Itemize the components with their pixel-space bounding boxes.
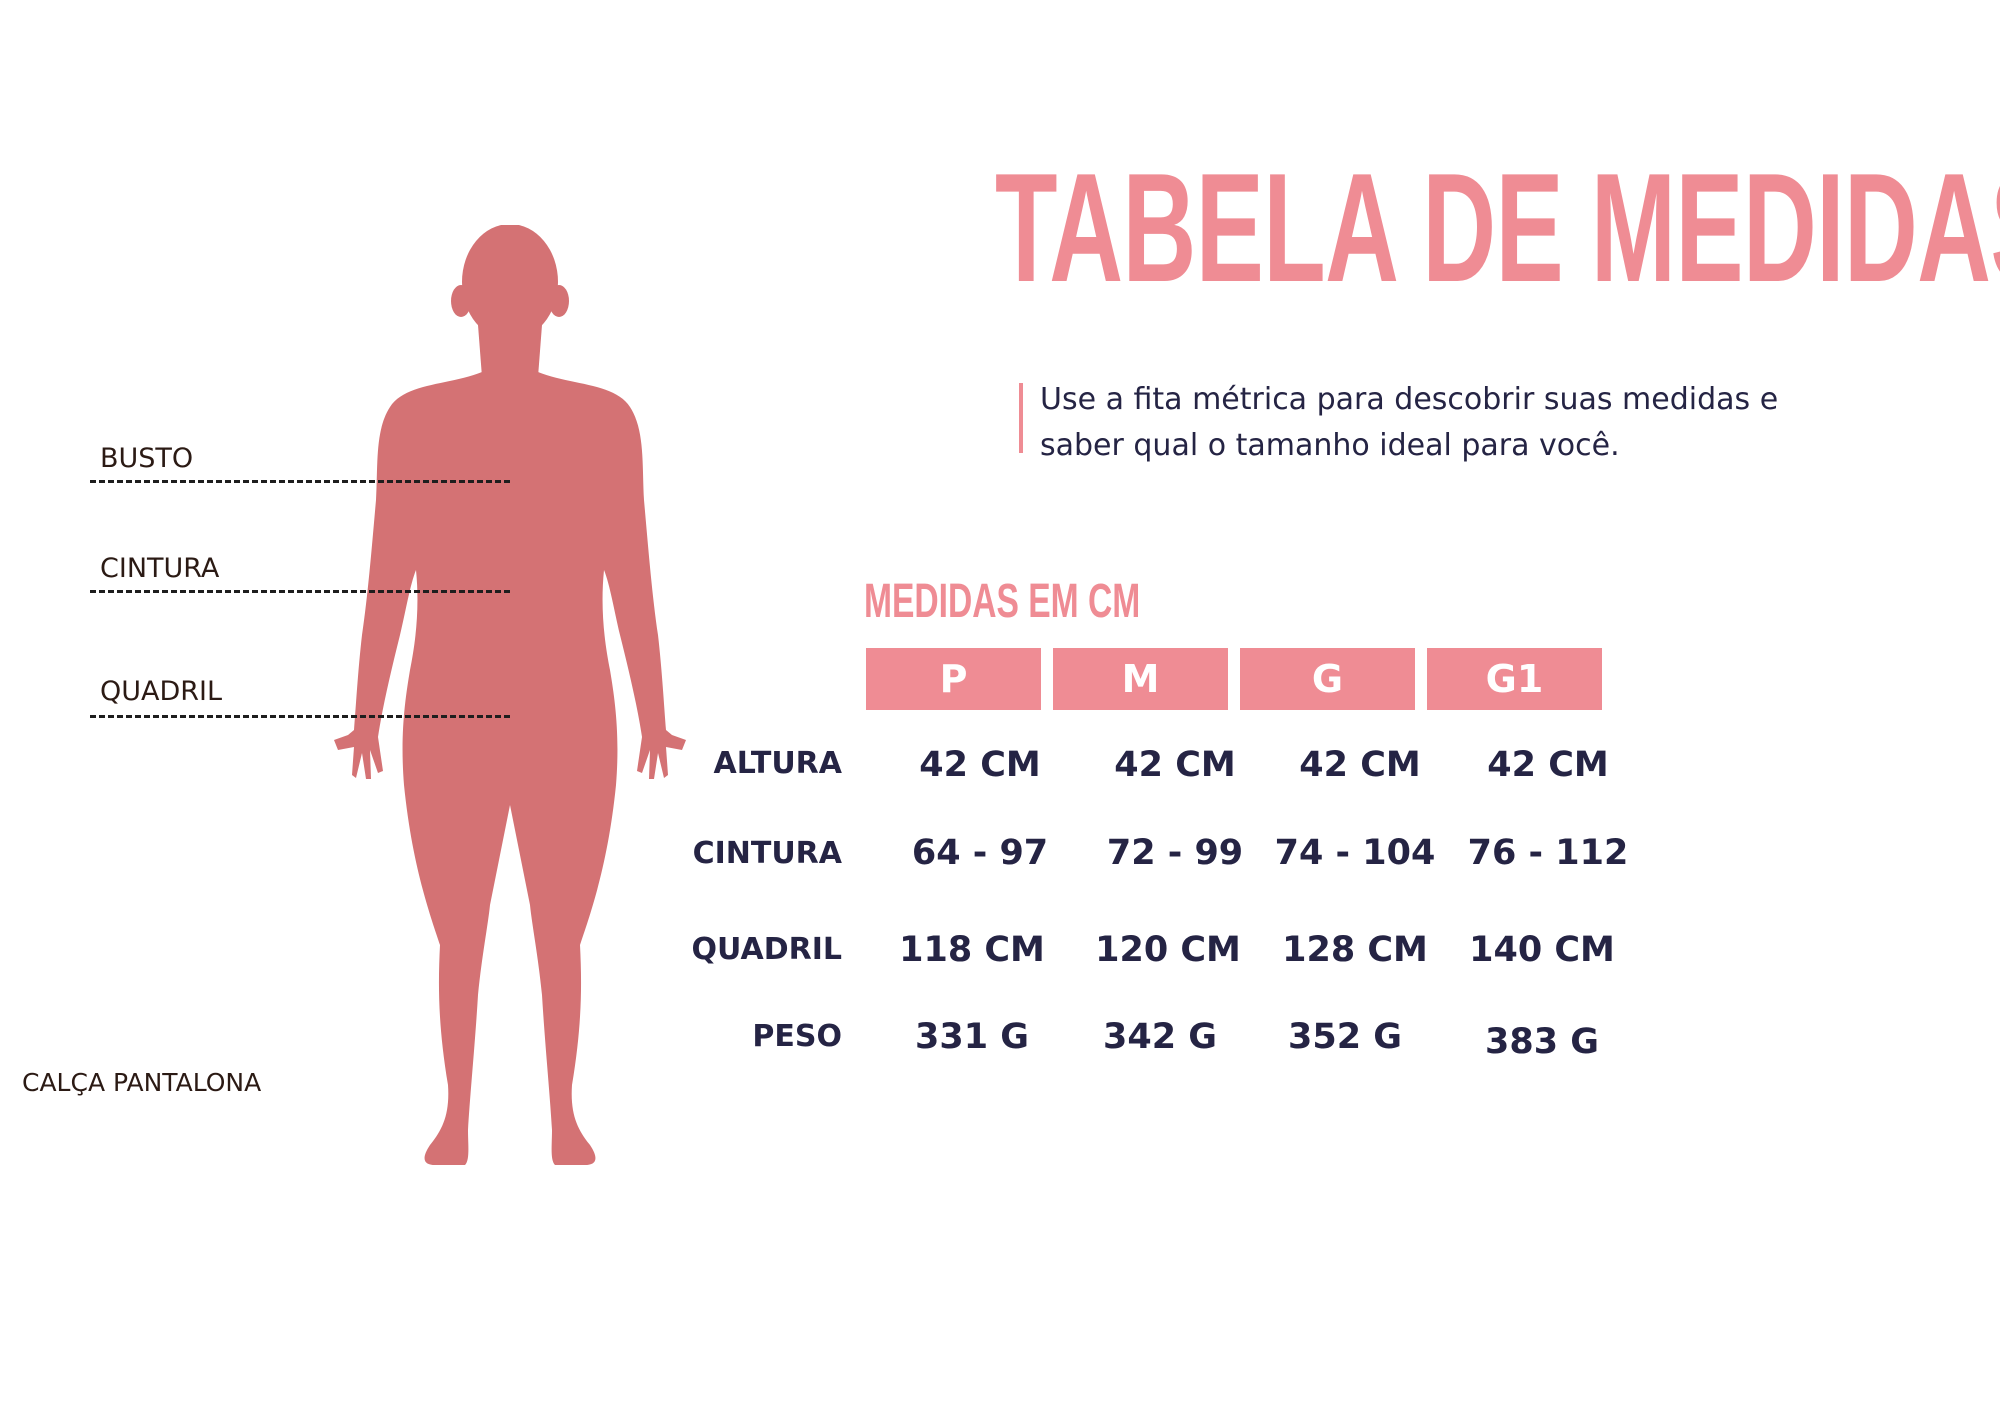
table-subtitle: MEDIDAS EM CM bbox=[864, 575, 1141, 628]
table-cell: 42 CM bbox=[1487, 745, 1609, 785]
table-cell: 342 G bbox=[1103, 1017, 1217, 1057]
bust-label: BUSTO bbox=[100, 443, 194, 474]
table-cell: 118 CM bbox=[899, 930, 1045, 970]
hip-dashed-line bbox=[90, 715, 510, 718]
row-label-cintura: CINTURA bbox=[692, 836, 842, 871]
table-cell: 140 CM bbox=[1469, 930, 1615, 970]
hip-label: QUADRIL bbox=[100, 676, 223, 707]
body-figure bbox=[334, 225, 686, 1165]
table-cell: 42 CM bbox=[919, 745, 1041, 785]
waist-dashed-line bbox=[90, 590, 510, 593]
table-cell: 42 CM bbox=[1299, 745, 1421, 785]
table-cell: 352 G bbox=[1288, 1017, 1402, 1057]
page-title: TABELA DE MEDIDAS bbox=[995, 141, 2000, 314]
row-label-altura: ALTURA bbox=[713, 746, 842, 781]
table-cell: 72 - 99 bbox=[1106, 833, 1244, 873]
table-cell: 42 CM bbox=[1114, 745, 1236, 785]
size-header-g1: G1 bbox=[1427, 648, 1602, 710]
size-header-g: G bbox=[1240, 648, 1415, 710]
row-label-quadril: QUADRIL bbox=[691, 932, 842, 967]
size-header-p: P bbox=[866, 648, 1041, 710]
description-line-2: saber qual o tamanho ideal para você. bbox=[1040, 428, 1620, 463]
table-cell: 120 CM bbox=[1095, 930, 1241, 970]
waist-label: CINTURA bbox=[100, 553, 220, 584]
table-cell: 128 CM bbox=[1282, 930, 1428, 970]
table-cell: 64 - 97 bbox=[911, 833, 1049, 873]
table-cell: 383 G bbox=[1485, 1022, 1599, 1062]
row-label-peso: PESO bbox=[752, 1019, 842, 1054]
description-line-1: Use a fita métrica para descobrir suas m… bbox=[1040, 382, 1779, 417]
table-cell: 331 G bbox=[915, 1017, 1029, 1057]
table-cell: 76 - 112 bbox=[1467, 833, 1629, 873]
table-cell: 74 - 104 bbox=[1274, 833, 1436, 873]
bust-dashed-line bbox=[90, 480, 510, 483]
description-accent-bar bbox=[1019, 383, 1023, 453]
size-header-m: M bbox=[1053, 648, 1228, 710]
product-name: CALÇA PANTALONA bbox=[22, 1068, 262, 1097]
description: Use a fita métrica para descobrir suas m… bbox=[1040, 377, 1940, 469]
